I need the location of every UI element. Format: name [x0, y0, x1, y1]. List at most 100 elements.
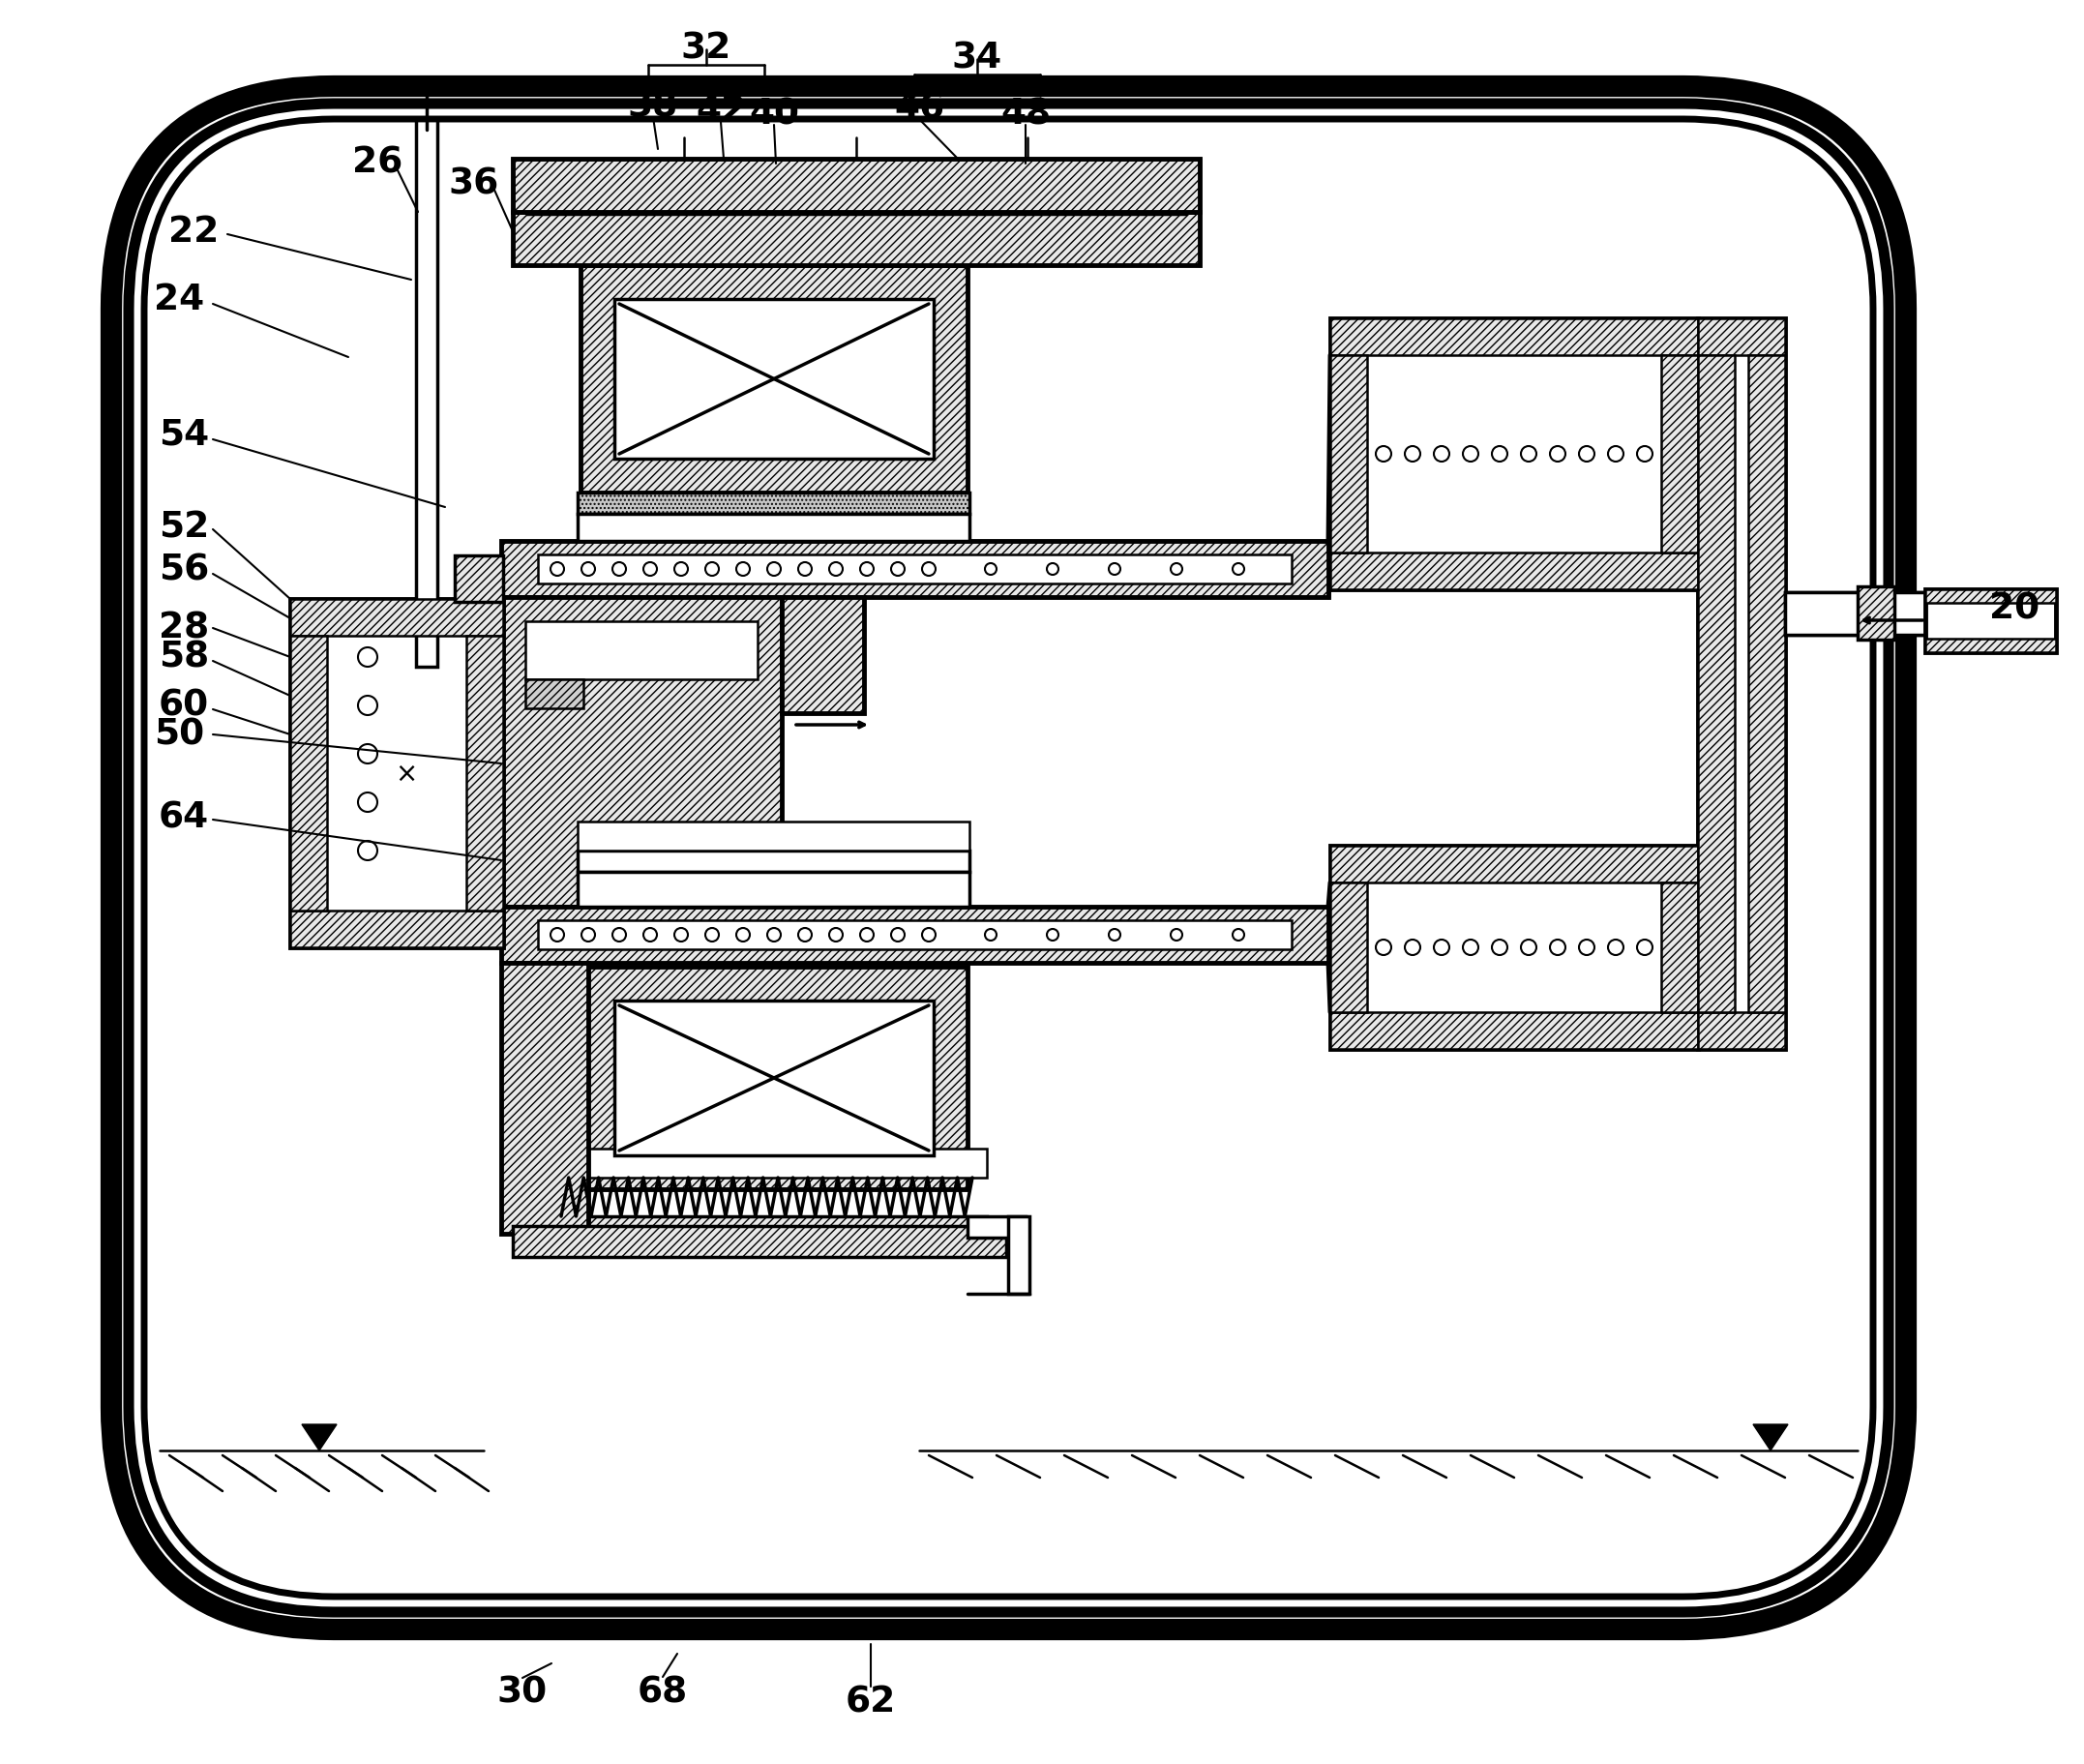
- Bar: [513, 1226, 1007, 1258]
- Bar: [577, 822, 969, 850]
- Circle shape: [1046, 564, 1059, 575]
- Bar: [1698, 1013, 1786, 1050]
- Circle shape: [1638, 940, 1653, 956]
- Bar: [1661, 884, 1698, 1013]
- Circle shape: [921, 928, 936, 942]
- Bar: [417, 122, 438, 667]
- Bar: [1698, 319, 1786, 1050]
- Text: 56: 56: [158, 554, 208, 587]
- Circle shape: [861, 928, 873, 942]
- Circle shape: [986, 564, 996, 575]
- Circle shape: [358, 647, 377, 667]
- Circle shape: [829, 928, 842, 942]
- Bar: [1857, 587, 1894, 640]
- Bar: [577, 850, 969, 873]
- Circle shape: [1550, 446, 1565, 462]
- Circle shape: [736, 928, 750, 942]
- Circle shape: [1375, 940, 1392, 956]
- Text: 50: 50: [154, 718, 204, 753]
- Circle shape: [892, 563, 904, 577]
- Bar: [500, 907, 1328, 963]
- Bar: [290, 910, 502, 947]
- Bar: [290, 637, 327, 910]
- Circle shape: [1638, 446, 1653, 462]
- Circle shape: [1492, 446, 1507, 462]
- Bar: [615, 1000, 934, 1155]
- Circle shape: [892, 928, 904, 942]
- Text: 26: 26: [352, 145, 402, 180]
- Circle shape: [613, 928, 625, 942]
- Bar: [1698, 356, 1734, 1013]
- Bar: [1330, 319, 1698, 589]
- Bar: [1330, 356, 1367, 554]
- Circle shape: [358, 794, 377, 813]
- Text: 46: 46: [894, 92, 944, 125]
- Bar: [967, 1217, 1025, 1238]
- Bar: [1786, 593, 1999, 635]
- Circle shape: [1550, 940, 1565, 956]
- Bar: [500, 542, 1328, 598]
- Text: 30: 30: [498, 1676, 548, 1709]
- Text: 54: 54: [158, 418, 208, 453]
- Circle shape: [1492, 940, 1507, 956]
- Circle shape: [1434, 940, 1448, 956]
- Text: 68: 68: [638, 1676, 688, 1709]
- Text: 40: 40: [748, 97, 798, 132]
- Bar: [577, 494, 969, 515]
- Bar: [581, 967, 967, 1189]
- Circle shape: [1609, 940, 1623, 956]
- Text: 24: 24: [154, 282, 204, 318]
- Circle shape: [644, 928, 656, 942]
- Bar: [1786, 593, 1999, 635]
- Circle shape: [1171, 564, 1182, 575]
- Text: 42: 42: [696, 93, 746, 129]
- Circle shape: [736, 563, 750, 577]
- Bar: [500, 598, 782, 907]
- Circle shape: [1109, 930, 1121, 940]
- Bar: [1926, 589, 2057, 603]
- Circle shape: [1109, 564, 1121, 575]
- Circle shape: [798, 563, 813, 577]
- Text: ×: ×: [396, 760, 417, 787]
- Text: 22: 22: [169, 215, 219, 249]
- Circle shape: [1463, 940, 1478, 956]
- Bar: [1330, 1013, 1698, 1050]
- Text: 32: 32: [681, 32, 731, 65]
- Bar: [454, 556, 502, 603]
- Bar: [513, 159, 1200, 213]
- Bar: [615, 300, 934, 459]
- Bar: [1330, 319, 1698, 356]
- Bar: [1748, 356, 1786, 1013]
- Text: 28: 28: [158, 610, 208, 646]
- Circle shape: [861, 563, 873, 577]
- Bar: [525, 679, 584, 709]
- Text: 38: 38: [627, 88, 677, 123]
- Circle shape: [358, 697, 377, 716]
- Circle shape: [1521, 940, 1536, 956]
- Bar: [546, 1148, 988, 1178]
- Circle shape: [358, 744, 377, 764]
- Circle shape: [1580, 446, 1594, 462]
- Circle shape: [550, 928, 565, 942]
- Text: 62: 62: [846, 1685, 896, 1720]
- Circle shape: [1375, 446, 1392, 462]
- Circle shape: [767, 928, 782, 942]
- Circle shape: [829, 563, 842, 577]
- Circle shape: [1463, 446, 1478, 462]
- Text: 36: 36: [448, 166, 500, 201]
- Bar: [454, 556, 502, 603]
- Bar: [525, 623, 759, 679]
- Circle shape: [1232, 564, 1244, 575]
- Bar: [1330, 554, 1698, 589]
- Bar: [581, 266, 967, 494]
- Circle shape: [1434, 446, 1448, 462]
- Circle shape: [613, 563, 625, 577]
- Circle shape: [704, 563, 719, 577]
- Bar: [500, 963, 588, 1235]
- Polygon shape: [1753, 1425, 1788, 1450]
- Circle shape: [358, 841, 377, 861]
- Bar: [290, 600, 502, 947]
- Bar: [513, 159, 1200, 213]
- Circle shape: [1521, 446, 1536, 462]
- Bar: [1330, 884, 1367, 1013]
